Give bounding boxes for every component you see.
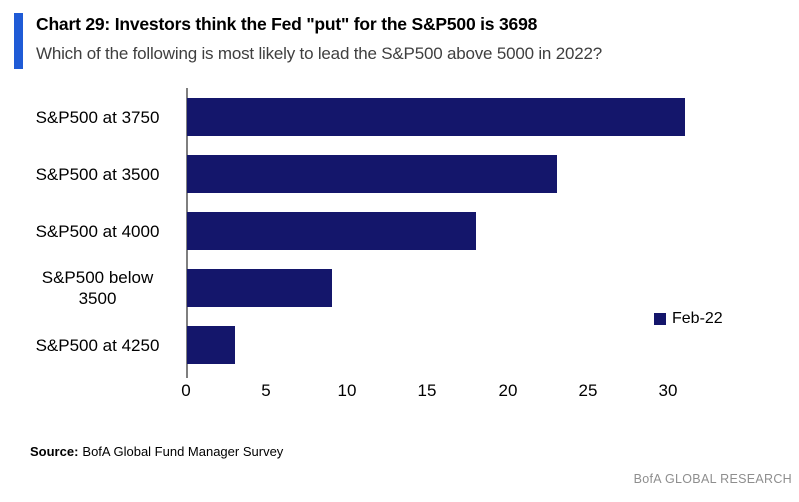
title-accent-bar (14, 13, 23, 69)
chart-subtitle: Which of the following is most likely to… (36, 44, 602, 63)
bar (187, 326, 235, 364)
branding-text: BofA GLOBAL RESEARCH (633, 472, 792, 486)
source-text: BofA Global Fund Manager Survey (82, 444, 284, 459)
chart-title: Chart 29: Investors think the Fed "put" … (36, 14, 538, 34)
source-note: Source: BofA Global Fund Manager Survey (30, 444, 283, 459)
bar (187, 98, 685, 136)
x-tick-label: 10 (337, 381, 357, 400)
x-tick-label: 20 (498, 381, 518, 400)
source-label: Source: (30, 444, 79, 459)
category-label: S&P500 at 4000 (35, 222, 160, 241)
legend-series-label: Feb-22 (672, 310, 723, 327)
x-tick-label: 15 (417, 381, 437, 400)
bar (187, 155, 557, 193)
bar (187, 212, 476, 250)
x-tick-label: 0 (181, 381, 191, 400)
category-label: S&P500 at 3500 (35, 165, 160, 184)
legend-swatch-icon (654, 313, 666, 325)
category-label: S&P500 below 3500 (41, 268, 154, 308)
plot-area: S&P500 at 3750 S&P500 at 3500 S&P500 at 40… (0, 88, 799, 400)
category-label: S&P500 at 3750 (35, 108, 160, 127)
legend: Feb-22 (654, 310, 723, 328)
x-tick-label: 5 (261, 381, 271, 400)
x-tick-label: 25 (578, 381, 598, 400)
x-tick-label: 30 (658, 381, 678, 400)
bar (187, 269, 332, 307)
category-label: S&P500 at 4250 (35, 336, 160, 355)
